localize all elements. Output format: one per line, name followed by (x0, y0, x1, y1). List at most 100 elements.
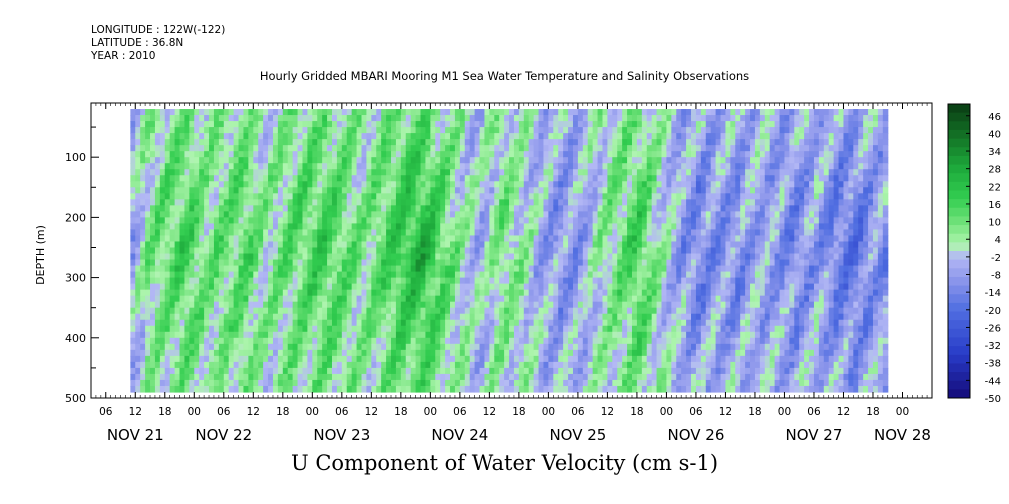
heatmap-cell (194, 151, 200, 158)
heatmap-cell (371, 385, 377, 393)
heatmap-cell (253, 121, 259, 128)
heatmap-cell (582, 379, 589, 387)
heatmap-cell (538, 343, 545, 351)
heatmap-cell (366, 265, 372, 273)
heatmap-cell (533, 301, 540, 309)
heatmap-cell (322, 265, 328, 273)
heatmap-cell (553, 145, 559, 152)
heatmap-cell (381, 127, 387, 134)
heatmap-cell (223, 181, 230, 188)
heatmap-cell (361, 337, 368, 345)
heatmap-cell (228, 211, 235, 218)
heatmap-cell (169, 325, 176, 333)
heatmap-cell (553, 121, 559, 128)
heatmap-cell (268, 133, 274, 140)
heatmap-cell (425, 379, 431, 387)
heatmap-cell (189, 163, 195, 170)
heatmap-cell (474, 217, 481, 225)
heatmap-cell (194, 355, 200, 363)
heatmap-cell (612, 271, 618, 279)
heatmap-cell (199, 355, 205, 363)
heatmap-cell (538, 199, 545, 206)
heatmap-cell (391, 145, 397, 152)
heatmap-cell (582, 343, 589, 351)
heatmap-cell (248, 175, 254, 182)
heatmap-cell (450, 373, 456, 381)
heatmap-cell (312, 277, 318, 285)
heatmap-cell (459, 223, 466, 231)
heatmap-cell (420, 343, 427, 351)
heatmap-cell (277, 373, 284, 381)
heatmap-cell (356, 139, 363, 146)
heatmap-cell (568, 313, 574, 321)
heatmap-cell (479, 283, 486, 291)
heatmap-cell (351, 121, 358, 128)
heatmap-cell (459, 115, 466, 122)
heatmap-cell (184, 361, 190, 369)
heatmap-cell (159, 229, 166, 237)
heatmap-cell (204, 175, 210, 182)
heatmap-cell (263, 313, 269, 321)
heatmap-cell (445, 283, 451, 291)
heatmap-cell (150, 139, 156, 146)
heatmap-cell (563, 325, 569, 333)
heatmap-cell (189, 193, 195, 200)
heatmap-cell (504, 319, 510, 327)
heatmap-cell (228, 325, 235, 333)
heatmap-cell (277, 181, 284, 188)
heatmap-cell (597, 337, 604, 345)
heatmap-cell (646, 205, 653, 212)
heatmap-cell (597, 205, 604, 212)
heatmap-cell (263, 385, 269, 393)
heatmap-cell (194, 235, 200, 243)
heatmap-cell (209, 163, 215, 170)
heatmap-cell (548, 187, 554, 194)
heatmap-cell (538, 193, 545, 200)
heatmap-cell (558, 349, 564, 357)
heatmap-cell (307, 211, 313, 218)
heatmap-cell (504, 271, 510, 279)
heatmap-cell (312, 235, 318, 243)
heatmap-cell (587, 139, 594, 146)
heatmap-cell (258, 271, 264, 279)
heatmap-cell (641, 337, 648, 345)
heatmap-cell (248, 229, 254, 237)
heatmap-cell (469, 343, 476, 351)
heatmap-cell (568, 193, 574, 200)
heatmap-cell (150, 163, 156, 170)
heatmap-cell (287, 223, 294, 231)
heatmap-cell (425, 265, 431, 273)
heatmap-cell (145, 379, 151, 387)
heatmap-cell (474, 163, 481, 170)
heatmap-cell (341, 205, 348, 212)
heatmap-cell (277, 115, 284, 122)
heatmap-cell (238, 187, 245, 194)
heatmap-cell (169, 361, 176, 369)
heatmap-cell (528, 349, 535, 357)
heatmap-cell (233, 139, 240, 146)
heatmap-cell (356, 163, 363, 170)
heatmap-cell (238, 151, 245, 158)
heatmap-cell (636, 163, 643, 170)
heatmap-cell (641, 343, 648, 351)
heatmap-cell (641, 373, 648, 381)
heatmap-cell (513, 367, 520, 375)
heatmap-cell (297, 385, 304, 393)
heatmap-cell (135, 169, 141, 176)
heatmap-cell (243, 337, 249, 345)
heatmap-cell (336, 253, 343, 261)
heatmap-cell (435, 109, 441, 116)
heatmap-cell (410, 277, 417, 285)
heatmap-cell (164, 241, 171, 249)
heatmap-cell (391, 223, 397, 231)
heatmap-cell (336, 139, 343, 146)
heatmap-cell (312, 259, 318, 267)
heatmap-cell (410, 337, 417, 345)
heatmap-cell (479, 139, 486, 146)
heatmap-cell (641, 127, 648, 134)
heatmap-cell (356, 259, 363, 267)
heatmap-cell (263, 277, 269, 285)
heatmap-cell (425, 349, 431, 357)
heatmap-cell (509, 367, 515, 375)
